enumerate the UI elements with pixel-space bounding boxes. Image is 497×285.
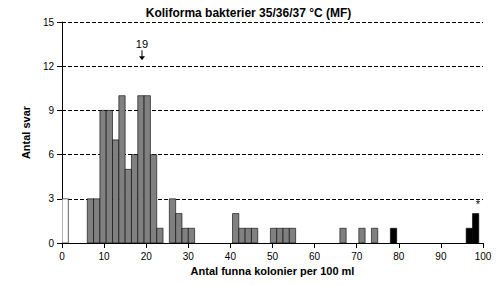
svg-text:9: 9 bbox=[48, 105, 54, 116]
svg-text:Antal funna kolonier per 100 m: Antal funna kolonier per 100 ml bbox=[191, 265, 355, 277]
svg-text:10: 10 bbox=[99, 251, 111, 262]
svg-text:0: 0 bbox=[59, 251, 65, 262]
svg-text:6: 6 bbox=[48, 149, 54, 160]
svg-text:0: 0 bbox=[48, 238, 54, 249]
svg-text:80: 80 bbox=[393, 251, 405, 262]
svg-text:40: 40 bbox=[225, 251, 237, 262]
svg-text:100: 100 bbox=[475, 251, 492, 262]
svg-text:15: 15 bbox=[43, 17, 55, 28]
svg-text:12: 12 bbox=[43, 61, 55, 72]
svg-text:Antal svar: Antal svar bbox=[20, 105, 32, 159]
svg-text:30: 30 bbox=[183, 251, 195, 262]
svg-text:Koliforma bakterier 35/36/37 °: Koliforma bakterier 35/36/37 °C (MF) bbox=[146, 6, 352, 20]
svg-text:90: 90 bbox=[435, 251, 447, 262]
svg-text:3: 3 bbox=[48, 193, 54, 204]
svg-text:20: 20 bbox=[141, 251, 153, 262]
svg-text:70: 70 bbox=[351, 251, 363, 262]
svg-text:50: 50 bbox=[267, 251, 279, 262]
svg-text:60: 60 bbox=[309, 251, 321, 262]
svg-text:19: 19 bbox=[136, 38, 148, 50]
svg-text:*: * bbox=[476, 198, 481, 210]
